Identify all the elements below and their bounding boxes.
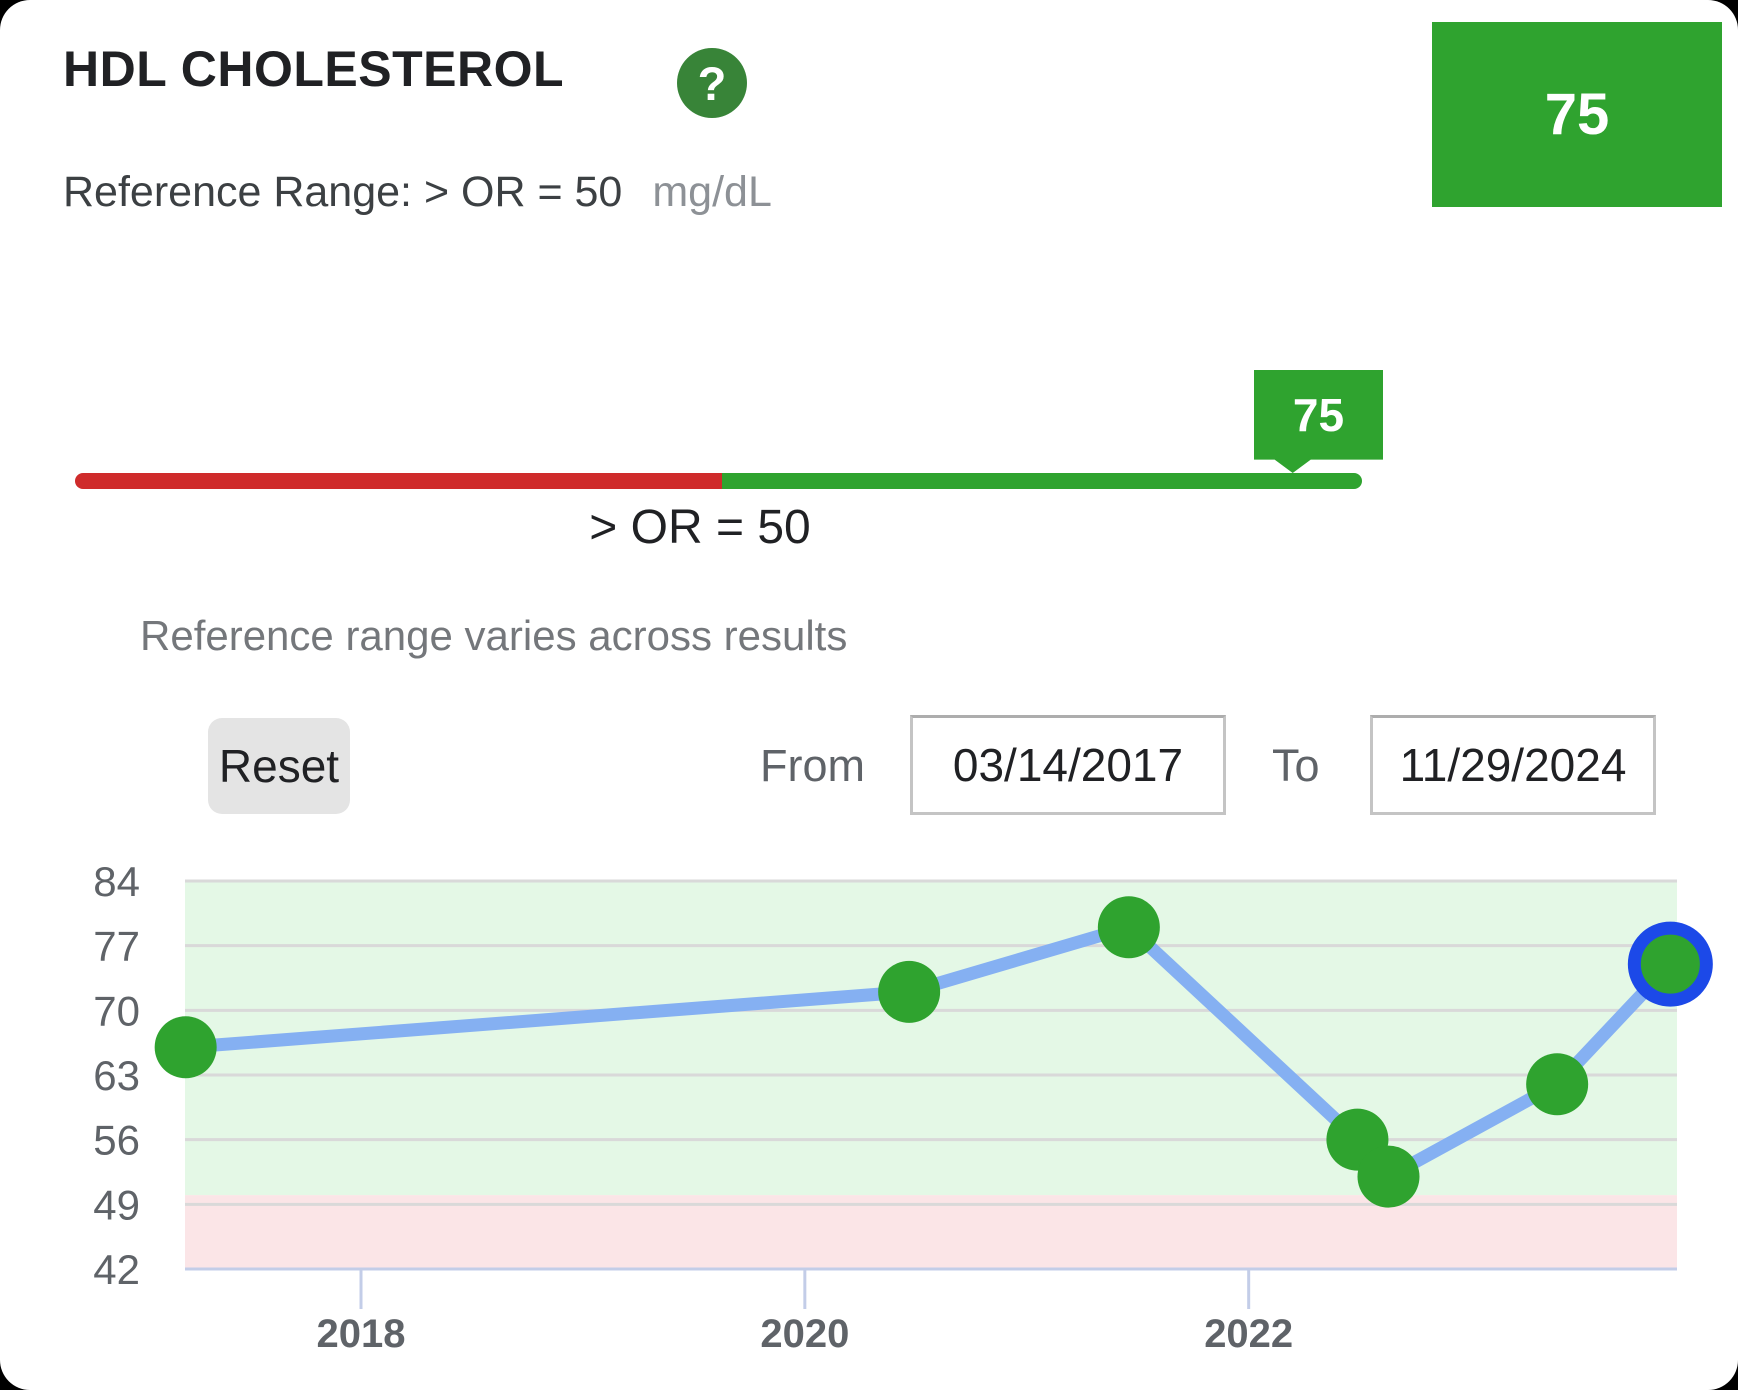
- reset-button[interactable]: Reset: [208, 718, 350, 814]
- to-date-input[interactable]: [1370, 715, 1656, 815]
- x-tick-label: 2018: [316, 1312, 405, 1356]
- to-label: To: [1272, 740, 1320, 791]
- current-value-badge: 75: [1432, 22, 1722, 207]
- reference-range-label: Reference Range: > OR = 50: [63, 168, 623, 216]
- help-icon[interactable]: ?: [677, 48, 747, 118]
- y-tick-label: 49: [93, 1181, 140, 1228]
- data-point[interactable]: [878, 960, 941, 1023]
- below-range-segment: [75, 473, 722, 489]
- data-point-selected[interactable]: [1627, 921, 1713, 1007]
- value-marker: 75: [1254, 370, 1383, 473]
- y-tick-label: 84: [93, 858, 140, 905]
- x-tick-label: 2020: [760, 1312, 849, 1356]
- y-tick-label: 63: [93, 1052, 140, 1099]
- range-bar: [75, 473, 1362, 489]
- reference-note: Reference range varies across results: [140, 612, 848, 659]
- y-tick-label: 56: [93, 1117, 140, 1164]
- value-marker-label: 75: [1292, 389, 1345, 441]
- data-point[interactable]: [1097, 896, 1160, 959]
- data-point[interactable]: [154, 1016, 217, 1079]
- data-point[interactable]: [1357, 1145, 1420, 1208]
- from-date-input[interactable]: [910, 715, 1226, 815]
- unit-label: mg/dL: [652, 168, 772, 216]
- in-range-segment: [722, 473, 1362, 489]
- page-title: HDL CHOLESTEROL: [63, 41, 565, 97]
- in-range-band: [185, 881, 1677, 1196]
- y-tick-label: 42: [93, 1246, 140, 1293]
- y-tick-label: 70: [93, 987, 140, 1034]
- y-tick-label: 77: [93, 923, 140, 970]
- x-tick-label: 2022: [1204, 1312, 1293, 1356]
- threshold-label: > OR = 50: [589, 501, 811, 554]
- reference-range-line: Reference Range: > OR = 50 mg/dL: [63, 168, 772, 217]
- out-of-range-band: [185, 1195, 1677, 1269]
- from-label: From: [760, 740, 865, 791]
- data-point[interactable]: [1526, 1053, 1589, 1116]
